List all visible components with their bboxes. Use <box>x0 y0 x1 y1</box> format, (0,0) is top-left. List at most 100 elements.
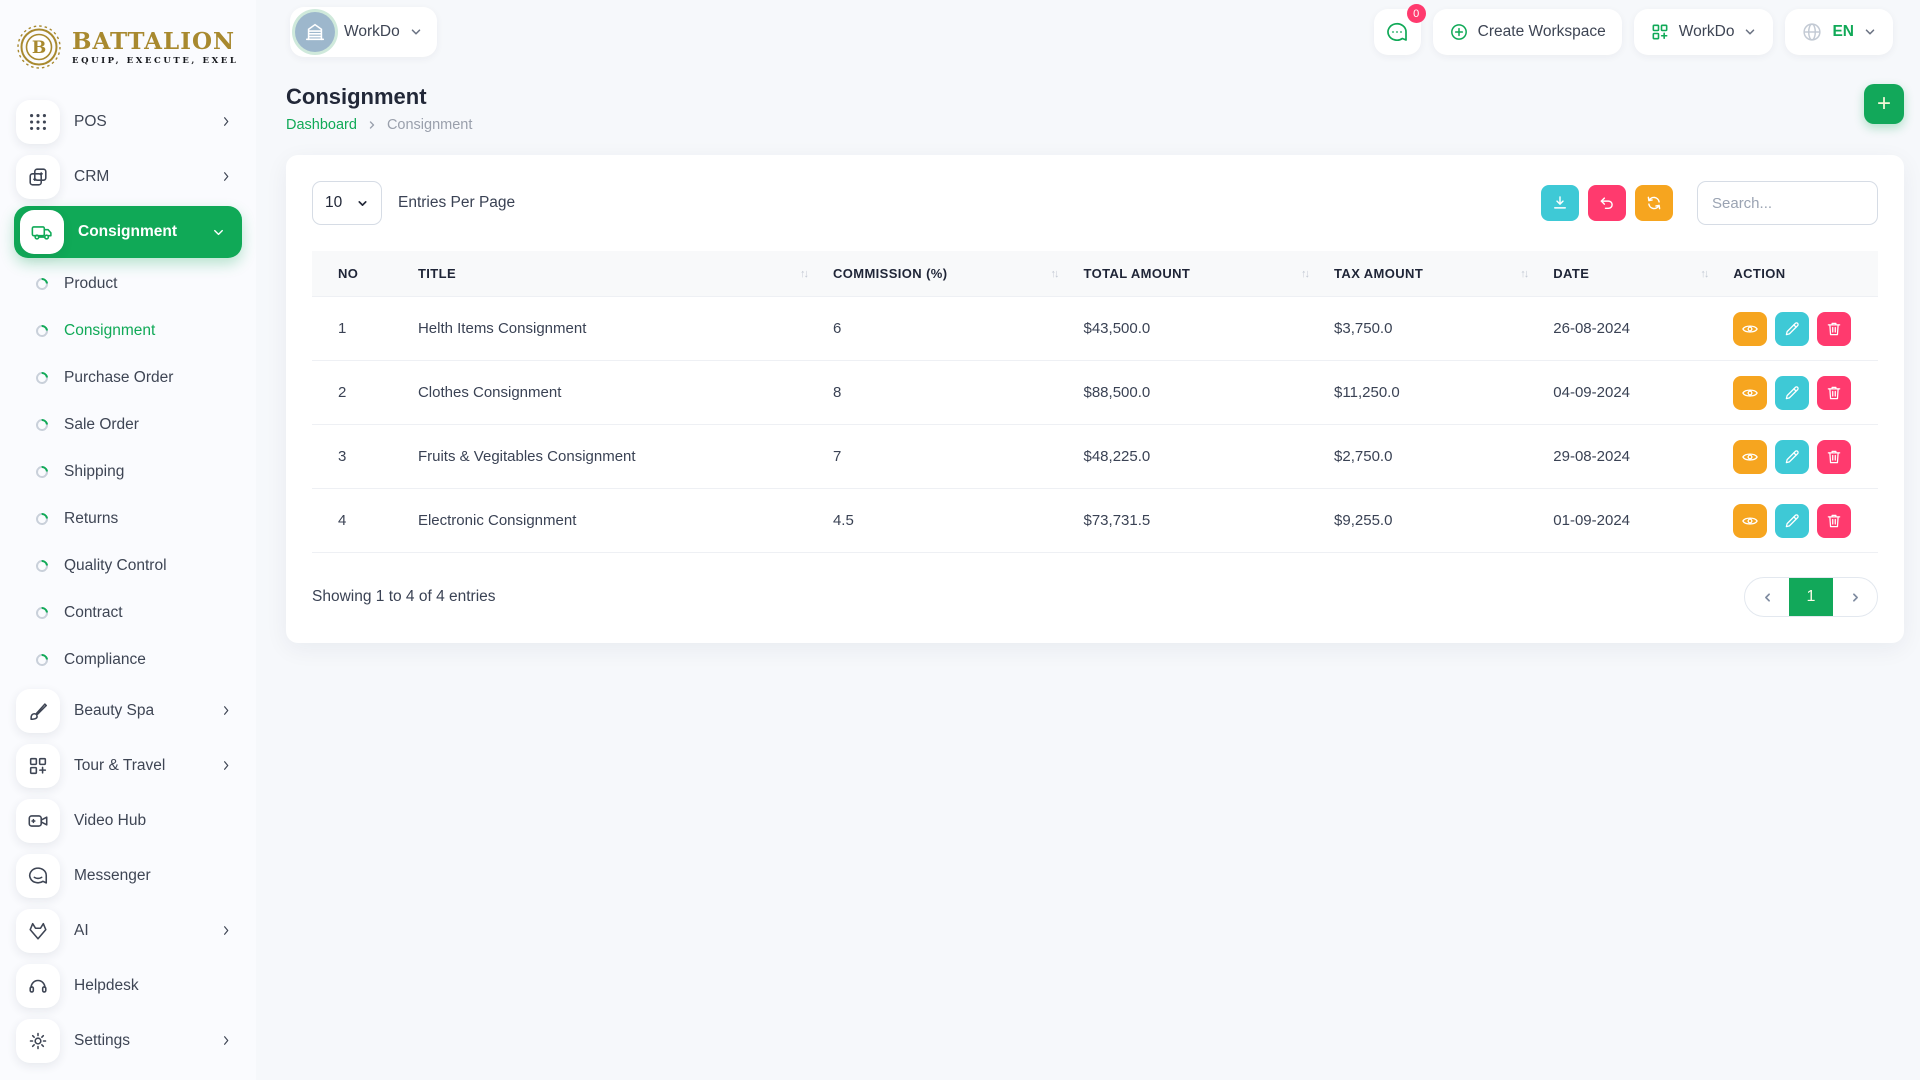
sidebar-item-helpdesk[interactable]: Helpdesk <box>0 958 256 1013</box>
cell-action <box>1721 360 1878 425</box>
chevron-right-icon <box>219 923 234 938</box>
messages-button[interactable]: 0 <box>1373 4 1426 55</box>
page-title: Consignment <box>286 84 427 109</box>
sidebar-subitem-purchase-order[interactable]: Purchase Order <box>0 354 256 401</box>
cell-date: 04-09-2024 <box>1541 360 1722 425</box>
sidebar-subitem-sale-order[interactable]: Sale Order <box>0 401 256 448</box>
workspace-selector[interactable]: WorkDo <box>290 7 437 57</box>
bullet-icon <box>33 416 51 433</box>
export-button[interactable] <box>1541 185 1579 221</box>
column-header-label: ACTION <box>1733 266 1786 281</box>
delete-button[interactable] <box>1817 375 1852 410</box>
refresh-button[interactable] <box>1635 185 1673 221</box>
sidebar-subitem-consignment[interactable]: Consignment <box>0 307 256 354</box>
sidebar-item-ai[interactable]: AI <box>0 903 256 958</box>
column-header-label: TOTAL AMOUNT <box>1083 266 1191 281</box>
edit-button[interactable] <box>1775 503 1810 538</box>
truck-icon <box>20 210 64 254</box>
edit-button[interactable] <box>1775 375 1810 410</box>
cell-title: Fruits & Vegitables Consignment <box>405 424 821 489</box>
column-header-date[interactable]: DATE ↑↓ <box>1541 251 1721 297</box>
sidebar-item-consignment[interactable]: Consignment <box>14 206 242 258</box>
bullet-icon <box>33 322 51 339</box>
delete-button[interactable] <box>1817 311 1852 346</box>
undo-button[interactable] <box>1588 185 1626 221</box>
create-workspace-button[interactable]: Create Workspace <box>1432 9 1622 55</box>
search-input[interactable] <box>1697 181 1878 225</box>
pencil-icon <box>1783 512 1801 530</box>
view-button[interactable] <box>1733 439 1768 474</box>
sidebar-item-label: Video Hub <box>74 811 147 829</box>
sidebar-subitem-contract[interactable]: Contract <box>0 589 256 636</box>
sidebar-subitem-label: Purchase Order <box>64 368 174 386</box>
breadcrumb-dashboard-link[interactable]: Dashboard <box>286 117 357 133</box>
sidebar-subitem-compliance[interactable]: Compliance <box>0 636 256 683</box>
cell-action <box>1721 296 1878 361</box>
eye-icon <box>1741 512 1759 530</box>
view-button[interactable] <box>1733 503 1768 538</box>
bullet-icon <box>33 463 51 480</box>
plus-circle-icon <box>1450 24 1467 40</box>
sidebar-item-settings[interactable]: Settings <box>0 1013 256 1068</box>
sidebar-item-label: Beauty Spa <box>74 701 155 719</box>
brand-tagline: EQUIP, EXECUTE, EXEL <box>72 56 239 66</box>
language-selector[interactable]: EN <box>1785 9 1893 55</box>
cell-date: 26-08-2024 <box>1541 296 1722 361</box>
view-button[interactable] <box>1733 375 1768 410</box>
table-header: NO TITLE ↑↓ COMMISSION (%) ↑↓ TOTAL AMOUNT ↑↓ T… <box>312 251 1878 297</box>
sidebar-subitem-label: Quality Control <box>64 556 167 574</box>
edit-button[interactable] <box>1775 311 1810 346</box>
cell-total: $43,500.0 <box>1071 296 1323 361</box>
download-icon <box>1554 196 1566 209</box>
column-header-commission[interactable]: COMMISSION (%) ↑↓ <box>821 251 1072 297</box>
entries-per-page-label: Entries Per Page <box>398 194 516 211</box>
bullet-icon <box>33 369 51 386</box>
topbar-actions: 0 Create Workspace WorkDo <box>1373 4 1893 55</box>
add-consignment-button[interactable]: + <box>1864 84 1904 124</box>
pagination-page-1[interactable]: 1 <box>1789 578 1833 616</box>
sidebar-subitem-returns[interactable]: Returns <box>0 495 256 542</box>
cell-tax: $3,750.0 <box>1322 296 1542 361</box>
cell-date: 29-08-2024 <box>1541 424 1722 489</box>
column-header-label: TAX AMOUNT <box>1334 266 1424 281</box>
sidebar-subitem-shipping[interactable]: Shipping <box>0 448 256 495</box>
entries-per-page-select[interactable]: 10 <box>312 181 382 225</box>
sidebar-subitem-product[interactable]: Product <box>0 260 256 307</box>
column-header-tax-amount[interactable]: TAX AMOUNT ↑↓ <box>1322 251 1541 297</box>
app-switcher-button[interactable]: WorkDo <box>1633 9 1774 55</box>
sidebar-nav: POS CRM Consignment Product Consignment Purch… <box>0 88 256 1068</box>
chevron-right-icon <box>219 169 234 184</box>
sort-icon: ↑↓ <box>799 267 809 280</box>
grid-plus-icon <box>16 743 60 788</box>
cell-commission: 6 <box>820 296 1072 361</box>
workspace-avatar <box>295 12 335 52</box>
sidebar-item-video-hub[interactable]: Video Hub <box>0 793 256 848</box>
pagination-prev-button[interactable] <box>1745 578 1789 616</box>
delete-button[interactable] <box>1817 439 1852 474</box>
sidebar-subitem-label: Compliance <box>64 650 146 668</box>
edit-button[interactable] <box>1775 439 1810 474</box>
chevron-down-icon <box>211 225 226 240</box>
sidebar-subitem-quality-control[interactable]: Quality Control <box>0 542 256 589</box>
sidebar-item-label: Consignment <box>78 223 178 240</box>
sidebar-item-pos[interactable]: POS <box>0 94 256 149</box>
sidebar-item-tour-travel[interactable]: Tour & Travel <box>0 738 256 793</box>
brand-logo[interactable]: B BATTALION EQUIP, EXECUTE, EXEL <box>0 0 256 88</box>
column-header-total-amount[interactable]: TOTAL AMOUNT ↑↓ <box>1072 251 1323 297</box>
pagination-next-button[interactable] <box>1833 578 1877 616</box>
sidebar-item-crm[interactable]: CRM <box>0 149 256 204</box>
chevron-right-icon <box>219 758 234 773</box>
sidebar-item-messenger[interactable]: Messenger <box>0 848 256 903</box>
trash-icon <box>1825 384 1843 402</box>
cell-action <box>1721 488 1878 553</box>
sidebar-item-beauty-spa[interactable]: Beauty Spa <box>0 683 256 738</box>
table-row: 3 Fruits & Vegitables Consignment 7 $48,225… <box>312 424 1878 489</box>
row-actions <box>1733 503 1866 538</box>
sidebar-item-label: AI <box>74 921 89 939</box>
grid-plus-icon <box>1652 24 1668 40</box>
delete-button[interactable] <box>1817 503 1852 538</box>
view-button[interactable] <box>1733 311 1768 346</box>
consignment-card: 10 Entries Per Page <box>286 155 1904 643</box>
column-header-label: NO <box>338 266 359 281</box>
column-header-title[interactable]: TITLE ↑↓ <box>406 251 821 297</box>
